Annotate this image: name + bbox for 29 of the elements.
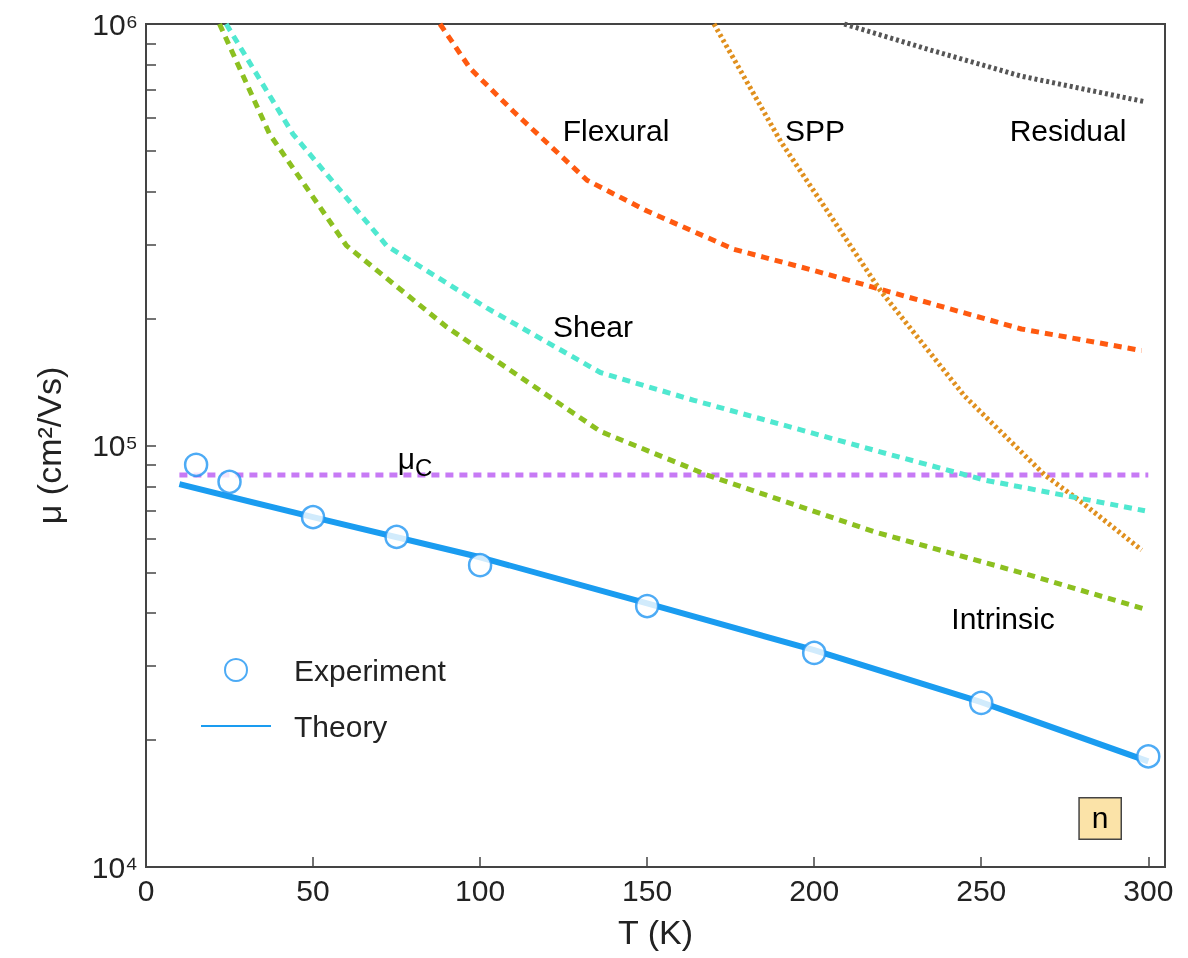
x-tick-label: 200 bbox=[789, 873, 840, 907]
y-tick-label: 10⁴ bbox=[91, 850, 138, 884]
x-tick-label: 50 bbox=[296, 873, 330, 907]
annotation: Shear bbox=[552, 309, 634, 343]
y-axis-title: μ (cm²/Vs) bbox=[30, 366, 68, 525]
x-tick-label: 300 bbox=[1123, 873, 1174, 907]
point bbox=[467, 552, 493, 578]
point bbox=[217, 469, 242, 495]
annotation: n bbox=[1091, 801, 1109, 834]
x-axis-title: T (K) bbox=[618, 913, 693, 951]
x-tick-label: 0 bbox=[137, 873, 155, 907]
point bbox=[300, 504, 326, 530]
annotation: Flexural bbox=[562, 113, 670, 147]
legend-label: Experiment bbox=[294, 653, 447, 687]
x-tick-label: 100 bbox=[455, 873, 506, 907]
point bbox=[384, 524, 409, 550]
point bbox=[1136, 744, 1161, 769]
point bbox=[634, 593, 660, 619]
legend-label: Theory bbox=[294, 709, 388, 743]
y-tick-label: 10⁶ bbox=[92, 7, 138, 41]
y-tick-label: 10⁵ bbox=[92, 429, 138, 462]
point bbox=[183, 452, 209, 478]
point bbox=[969, 690, 994, 716]
x-tick-label: 250 bbox=[956, 873, 1007, 907]
annotation: Intrinsic bbox=[951, 601, 1055, 635]
annotation: SPP bbox=[784, 113, 846, 147]
x-tick-label: 150 bbox=[622, 873, 673, 907]
annotation: Residual bbox=[1009, 113, 1127, 147]
point bbox=[801, 640, 827, 666]
